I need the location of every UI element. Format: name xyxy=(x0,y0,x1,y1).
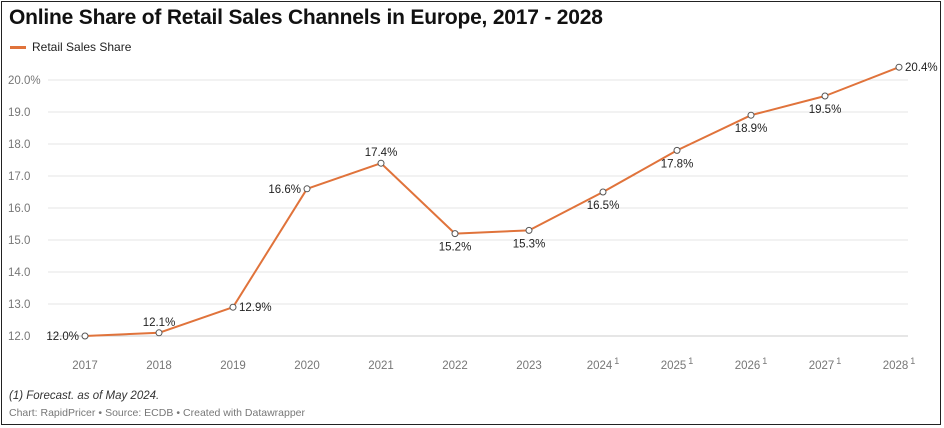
data-label: 18.9% xyxy=(735,123,768,135)
x-tick-label: 2024 1 xyxy=(587,356,620,372)
data-point xyxy=(229,303,237,311)
x-tick-label: 2020 xyxy=(294,360,320,372)
x-tick-label: 2019 xyxy=(220,360,246,372)
credit-separator: • xyxy=(98,407,103,419)
chart-title: Online Share of Retail Sales Channels in… xyxy=(9,6,603,29)
x-tick-superscript: 1 xyxy=(762,356,767,366)
data-point xyxy=(747,111,755,119)
legend-swatch xyxy=(10,45,26,49)
y-tick-label: 18.0 xyxy=(8,139,30,151)
series-line xyxy=(84,66,900,337)
x-tick-superscript: 1 xyxy=(688,356,693,366)
credit-source: Source: ECDB xyxy=(105,407,174,419)
data-label: 16.5% xyxy=(587,200,620,212)
credits: Chart: RapidPricer • Source: ECDB • Created … xyxy=(9,407,305,419)
x-tick-superscript: 1 xyxy=(836,356,841,366)
data-point xyxy=(303,185,311,193)
data-label: 12.9% xyxy=(239,302,272,314)
data-point xyxy=(451,230,459,238)
y-tick-label: 13.0 xyxy=(8,299,30,311)
x-tick-label: 2028 1 xyxy=(883,356,916,372)
footnote: (1) Forecast. as of May 2024. xyxy=(9,390,160,402)
x-tick-label: 2018 xyxy=(146,360,172,372)
data-point xyxy=(81,332,89,340)
x-tick-label: 2025 1 xyxy=(661,356,694,372)
data-label: 20.4% xyxy=(905,62,938,74)
y-tick-label: 19.0 xyxy=(8,107,30,119)
data-label: 17.4% xyxy=(365,147,398,159)
data-label: 17.8% xyxy=(661,158,694,170)
x-tick-label: 2021 xyxy=(368,360,394,372)
x-tick-label: 2023 xyxy=(516,360,542,372)
x-tick-label: 2022 xyxy=(442,360,468,372)
data-point xyxy=(673,146,681,154)
data-label: 12.1% xyxy=(143,317,176,329)
x-tick-label: 2027 1 xyxy=(809,356,842,372)
data-point xyxy=(525,226,533,234)
data-label: 15.3% xyxy=(513,238,546,250)
credit-chart: Chart: RapidPricer xyxy=(9,407,96,419)
y-tick-label: 14.0 xyxy=(8,267,30,279)
legend: Retail Sales Share xyxy=(10,40,131,54)
data-label: 15.2% xyxy=(439,242,472,254)
data-label: 12.0% xyxy=(46,331,79,343)
data-point xyxy=(377,159,385,167)
x-tick-label: 2026 1 xyxy=(735,356,768,372)
y-tick-label: 17.0 xyxy=(8,171,30,183)
data-label: 19.5% xyxy=(809,104,842,116)
data-point xyxy=(599,188,607,196)
data-label: 16.6% xyxy=(268,184,301,196)
credit-separator: • xyxy=(176,407,181,419)
legend-label: Retail Sales Share xyxy=(32,40,132,54)
x-tick-superscript: 1 xyxy=(614,356,619,366)
data-point xyxy=(821,92,829,100)
y-tick-label: 15.0 xyxy=(8,235,30,247)
data-point xyxy=(895,63,903,71)
x-tick-superscript: 1 xyxy=(910,356,915,366)
y-tick-label: 20.0% xyxy=(8,75,41,87)
y-tick-label: 12.0 xyxy=(8,331,30,343)
credit-tool: Created with Datawrapper xyxy=(183,407,306,419)
x-tick-label: 2017 xyxy=(72,360,98,372)
y-tick-label: 16.0 xyxy=(8,203,30,215)
data-point xyxy=(155,329,163,337)
